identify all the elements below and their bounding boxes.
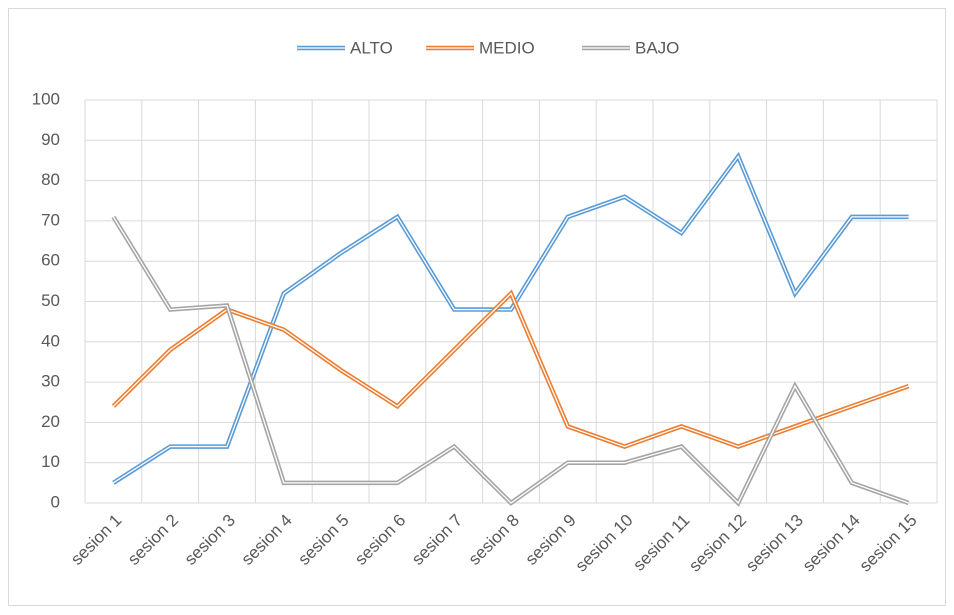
y-tick-label: 20 <box>41 412 60 431</box>
legend-label: ALTO <box>350 38 393 57</box>
y-tick-label: 50 <box>41 291 60 310</box>
y-tick-label: 100 <box>32 89 60 108</box>
y-tick-label: 40 <box>41 331 60 350</box>
series-line-core <box>112 292 909 448</box>
legend-label: MEDIO <box>479 38 535 57</box>
y-tick-label: 0 <box>51 492 60 511</box>
series-line-core <box>112 216 909 505</box>
legend-label: BAJO <box>635 38 679 57</box>
y-tick-label: 80 <box>41 170 60 189</box>
y-tick-label: 30 <box>41 372 60 391</box>
y-tick-label: 90 <box>41 130 60 149</box>
y-tick-label: 10 <box>41 452 60 471</box>
chart-border <box>8 8 946 606</box>
y-tick-label: 70 <box>41 210 60 229</box>
series-line-core <box>113 155 909 484</box>
y-tick-label: 60 <box>41 251 60 270</box>
